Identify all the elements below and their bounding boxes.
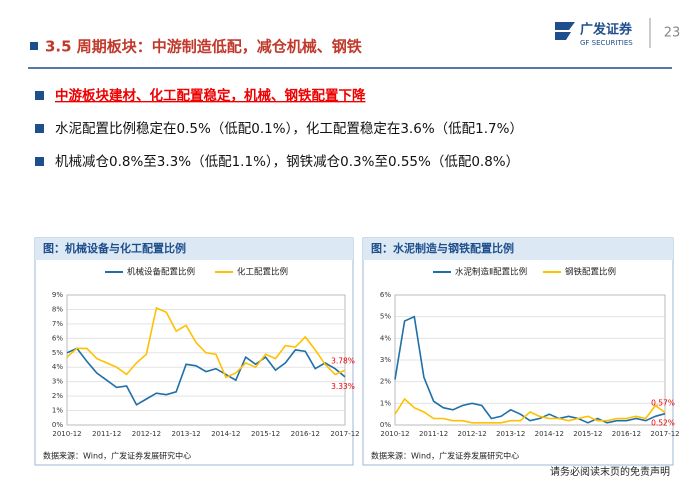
logo-icon xyxy=(555,22,575,40)
y-tick-label: 6% xyxy=(380,291,391,299)
y-tick-label: 9% xyxy=(52,291,63,299)
y-tick-label: 5% xyxy=(52,349,63,357)
bullet-marker xyxy=(35,91,44,100)
chart-title: 图：水泥制造与钢铁配置比例 xyxy=(371,241,514,255)
legend-label: 机械设备配置比例 xyxy=(127,267,195,278)
x-tick-label: 2016-12 xyxy=(612,430,641,438)
data-label: 0.57% xyxy=(651,399,675,408)
x-tick-label: 2012-12 xyxy=(132,430,161,438)
plot-frame xyxy=(394,294,666,426)
chart-frame xyxy=(34,237,354,466)
x-tick-label: 2010-12 xyxy=(52,430,81,438)
y-tick-label: 7% xyxy=(52,320,63,328)
y-tick-label: 8% xyxy=(52,305,63,313)
y-tick-label: 6% xyxy=(52,334,63,342)
data-label: 3.33% xyxy=(331,382,355,391)
y-tick-label: 1% xyxy=(380,399,391,407)
y-tick-label: 0% xyxy=(52,421,63,429)
x-tick-label: 2013-12 xyxy=(172,430,201,438)
x-tick-label: 2014-12 xyxy=(535,430,564,438)
page-number: 23 xyxy=(664,26,681,41)
bullet: 机械减仓0.8%至3.3%（低配1.1%），钢铁减仓0.3%至0.55%（低配0… xyxy=(55,154,519,170)
plot-frame xyxy=(66,294,346,426)
bullet-marker xyxy=(35,157,44,166)
x-tick-label: 2012-12 xyxy=(458,430,487,438)
x-tick-label: 2017-12 xyxy=(330,430,359,438)
x-tick-label: 2016-12 xyxy=(291,430,320,438)
data-label: 0.52% xyxy=(651,419,675,428)
chart-title-bar xyxy=(35,238,353,260)
disclaimer: 请务必阅读末页的免责声明 xyxy=(550,465,670,478)
y-tick-label: 0% xyxy=(380,421,391,429)
title-marker xyxy=(30,42,38,50)
x-tick-label: 2017-12 xyxy=(650,430,679,438)
y-tick-label: 2% xyxy=(380,378,391,386)
x-tick-label: 2015-12 xyxy=(251,430,280,438)
slide-title: 3.5 周期板块：中游制造低配，减仓机械、钢铁 xyxy=(45,38,362,56)
y-tick-label: 5% xyxy=(380,313,391,321)
series-line xyxy=(66,347,346,406)
logo-sub: GF SECURITIES xyxy=(580,39,633,47)
bullet: 水泥配置比例稳定在0.5%（低配0.1%），化工配置稳定在3.6%（低配1.7%… xyxy=(55,121,523,137)
y-tick-label: 2% xyxy=(52,392,63,400)
data-label: 3.78% xyxy=(331,356,355,365)
logo-text: 广发证券 xyxy=(580,22,633,38)
series-line xyxy=(66,306,346,379)
x-tick-label: 2011-12 xyxy=(419,430,448,438)
series-line xyxy=(394,315,666,424)
y-tick-label: 4% xyxy=(52,363,63,371)
chart-title: 图：机械设备与化工配置比例 xyxy=(43,241,186,255)
x-tick-label: 2014-12 xyxy=(211,430,240,438)
chart-title-bar xyxy=(363,238,673,260)
x-tick-label: 2015-12 xyxy=(573,430,602,438)
series-line xyxy=(394,397,666,424)
legend-label: 水泥制造Ⅱ配置比例 xyxy=(455,267,527,278)
chart-source: 数据来源：Wind，广发证券发展研究中心 xyxy=(43,451,191,461)
chart-source: 数据来源：Wind，广发证券发展研究中心 xyxy=(371,451,519,461)
bullet-marker xyxy=(35,124,44,133)
legend-label: 化工配置比例 xyxy=(237,267,288,278)
bullet: 中游板块建材、化工配置稳定，机械、钢铁配置下降 xyxy=(55,87,366,104)
y-tick-label: 3% xyxy=(52,378,63,386)
x-tick-label: 2010-12 xyxy=(380,430,409,438)
chart-frame xyxy=(362,237,674,466)
x-tick-label: 2011-12 xyxy=(92,430,121,438)
y-tick-label: 4% xyxy=(380,334,391,342)
y-tick-label: 1% xyxy=(52,407,63,415)
legend-label: 钢铁配置比例 xyxy=(565,267,616,278)
y-tick-label: 3% xyxy=(380,356,391,364)
x-tick-label: 2013-12 xyxy=(496,430,525,438)
